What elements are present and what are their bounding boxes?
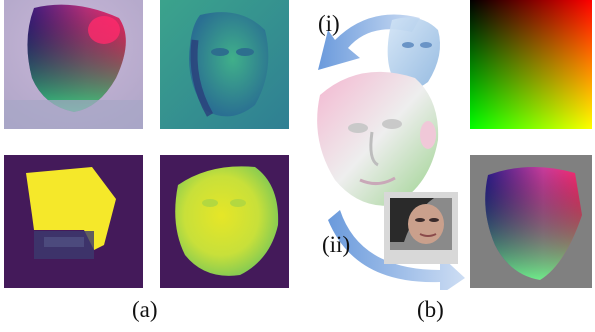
main-face-mesh — [317, 71, 439, 206]
label-ii: (ii) — [322, 232, 351, 257]
label-a: (a) — [132, 297, 158, 322]
visibility-mask-panel — [4, 155, 143, 288]
blue-face-mesh — [387, 17, 441, 90]
uv-map-panel — [4, 0, 143, 129]
label-b: (b) — [417, 297, 444, 322]
confidence-map-panel — [160, 155, 289, 288]
uv-projection-panel — [470, 155, 592, 288]
depth-map-panel — [160, 0, 289, 129]
face-photo-panel — [384, 192, 458, 264]
mesh-panel — [300, 0, 465, 290]
arrow-ii — [328, 210, 465, 290]
uv-gradient-panel — [470, 0, 592, 129]
label-i: (i) — [318, 11, 340, 36]
